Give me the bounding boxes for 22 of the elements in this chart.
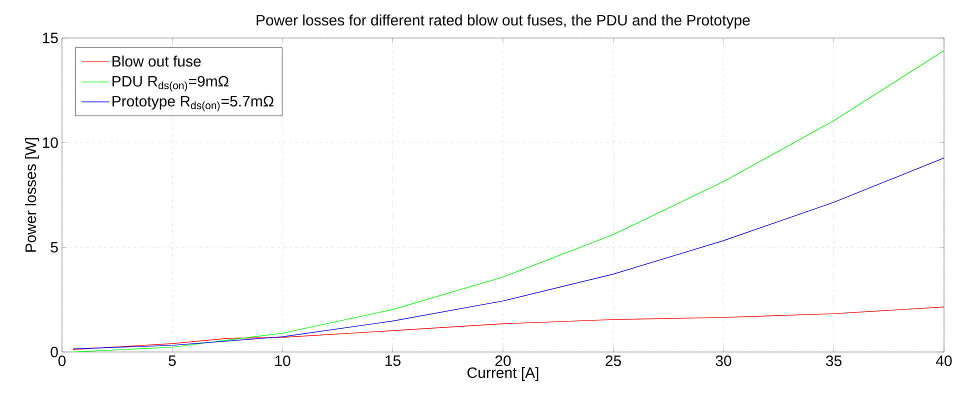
x-tick-label: 15 [386,356,400,366]
chart-title: Power losses for different rated blow out fuses, the PDU and the Prototype [256,14,750,28]
line-series [72,306,944,350]
legend-label: PDU R$_{ds(on)}$=9mΩ [112,76,228,92]
y-tick-label: 15 [42,32,58,44]
y-tick-label: 0 [50,346,58,358]
y-axis-title: Power losses [W] [24,138,39,252]
x-tick-label: 5 [168,356,176,366]
y-tick-label: 5 [50,242,58,253]
legend-label: Blow out fuse [112,56,201,67]
x-tick-label: 40 [936,356,952,366]
legend-label: Prototype R$_{ds(on)}$=5.7mΩ [112,96,274,112]
x-tick-label: 30 [716,356,732,366]
x-tick-label: 35 [826,356,842,366]
x-axis-title: Current [A] [468,366,538,381]
y-tick-label: 10 [42,137,58,148]
x-tick-label: 10 [275,356,290,366]
x-tick-label: 0 [58,356,66,366]
line-series [72,158,944,350]
x-tick-label: 25 [606,356,621,366]
x-tick-label: 20 [495,356,511,366]
line-series [72,50,944,352]
